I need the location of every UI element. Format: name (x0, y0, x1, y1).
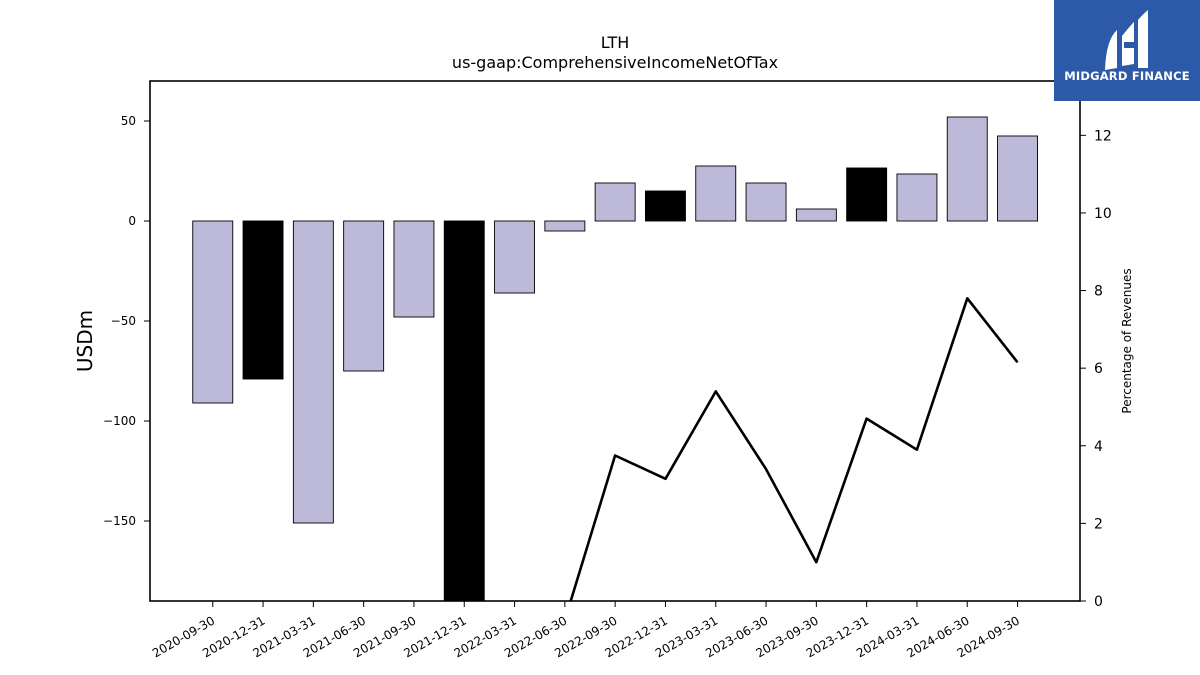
bar-2022-06-30 (544, 220, 586, 232)
plot-frame (149, 80, 1081, 602)
bar-2021-03-31 (292, 220, 334, 524)
y-tick-label: 50 (121, 114, 136, 128)
percentage-line (569, 297, 1019, 601)
y-tick-label: −50 (111, 314, 136, 328)
y2-axis-label: Percentage of Revenues (1120, 268, 1134, 413)
y-axis-right: 0 2 4 6 8 10 12 (1080, 128, 1112, 610)
bar-2024-03-31 (896, 173, 938, 222)
bar-2021-12-31 (443, 220, 485, 602)
logo-icon (1105, 10, 1148, 70)
y2-tick-label: 12 (1094, 128, 1112, 144)
bar-group (192, 116, 1038, 602)
y2-tick-label: 4 (1094, 439, 1103, 455)
y-tick-label: 0 (128, 214, 136, 228)
bar-2024-09-30 (997, 135, 1038, 222)
chart-title: LTH (601, 33, 630, 52)
line-group (569, 297, 1019, 601)
y-axis-label: USDm (73, 310, 97, 372)
bar-2021-09-30 (393, 220, 435, 318)
bar-2023-06-30 (745, 182, 787, 222)
x-axis: 2020-09-302020-12-312021-03-312021-06-30… (150, 601, 1022, 660)
chart-subtitle: us-gaap:ComprehensiveIncomeNetOfTax (452, 53, 778, 72)
y2-tick-label: 6 (1094, 361, 1103, 377)
logo-text: MIDGARD FINANCE (1064, 69, 1190, 83)
y-tick-label: −150 (103, 514, 136, 528)
y-axis-left: 50 0 −50 −100 −150 (103, 114, 150, 528)
bar-2024-06-30 (946, 116, 988, 222)
bar-2022-09-30 (594, 182, 636, 222)
y2-tick-label: 8 (1094, 284, 1103, 300)
bar-2022-12-31 (645, 190, 686, 222)
bar-2020-09-30 (192, 220, 234, 404)
bar-2021-06-30 (343, 220, 385, 372)
bar-2023-09-30 (795, 208, 837, 222)
brand-logo: MIDGARD FINANCE (1054, 0, 1200, 101)
bar-2023-12-31 (846, 167, 888, 222)
y2-tick-label: 10 (1094, 206, 1112, 222)
bar-2023-03-31 (695, 165, 737, 222)
bar-2022-03-31 (494, 220, 535, 294)
y2-tick-label: 2 (1094, 516, 1103, 532)
bar-2020-12-31 (242, 220, 284, 380)
y2-tick-label: 0 (1094, 594, 1103, 610)
y-tick-label: −100 (103, 414, 136, 428)
